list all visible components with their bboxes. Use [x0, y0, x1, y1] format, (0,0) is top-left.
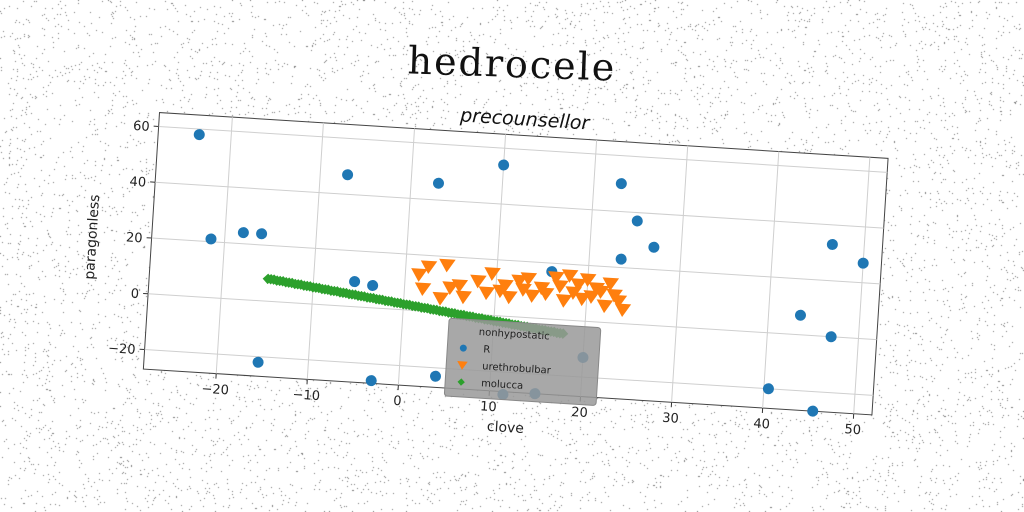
data-point	[520, 272, 538, 286]
x-axis-ticks: −20 −10 0 10 20 30 40 50	[201, 373, 861, 438]
x-tick-label: 30	[662, 411, 679, 427]
x-grid-line	[397, 128, 415, 386]
legend-label: urethrobulbar	[482, 361, 552, 376]
x-tick-label: −10	[292, 387, 320, 404]
data-point	[807, 405, 819, 417]
data-point	[367, 279, 379, 291]
y-tick-label: 0	[130, 287, 139, 302]
x-tick-label: 10	[480, 399, 497, 415]
x-tick-label: 50	[844, 422, 861, 438]
data-point	[429, 370, 441, 382]
data-point	[365, 375, 377, 387]
data-point	[439, 258, 456, 273]
data-point	[762, 383, 774, 395]
data-point	[826, 238, 838, 250]
legend-label: molucca	[481, 378, 524, 392]
x-tick-label: −20	[201, 382, 229, 399]
legend-label: R	[483, 344, 491, 355]
data-point	[349, 276, 361, 288]
y-grid-line	[148, 293, 877, 341]
data-point	[515, 283, 532, 297]
data-point	[610, 294, 628, 309]
y-tick-label: 20	[126, 230, 143, 246]
y-tick-label: 60	[133, 119, 150, 135]
data-point	[252, 356, 264, 368]
data-point	[825, 331, 837, 343]
data-point	[237, 227, 249, 239]
data-point	[478, 286, 496, 301]
legend-box	[443, 317, 602, 406]
data-point	[414, 282, 432, 297]
data-point	[497, 279, 514, 293]
data-point	[857, 257, 869, 269]
data-point	[614, 303, 632, 318]
data-point	[552, 279, 569, 294]
x-grid-line	[853, 157, 871, 414]
y-grid-line	[155, 181, 884, 229]
x-grid-line	[671, 145, 689, 403]
data-point	[648, 241, 660, 253]
x-tick-label: 0	[393, 394, 402, 409]
data-point	[592, 285, 610, 299]
data-point	[631, 215, 643, 227]
legend-title: nonhypostatic	[478, 327, 550, 342]
data-point	[420, 260, 438, 275]
data-point	[484, 267, 501, 281]
grid-lines	[144, 117, 888, 414]
data-point	[498, 159, 510, 171]
data-point	[455, 290, 472, 305]
legend-item: R	[459, 344, 491, 356]
data-point	[451, 279, 469, 293]
y-axis-ticks: −20 0 20 40 60	[108, 119, 159, 358]
data-point	[256, 228, 268, 240]
data-point	[342, 169, 354, 181]
y-tick-label: −20	[108, 341, 136, 358]
chart-title: precounsellor	[459, 104, 592, 134]
data-point	[548, 271, 565, 285]
data-point	[501, 290, 518, 305]
data-point	[602, 277, 620, 292]
data-point	[411, 268, 428, 282]
legend-item: urethrobulbar	[457, 361, 552, 377]
data-point	[432, 177, 444, 189]
legend-marker	[457, 361, 468, 370]
x-grid-line	[762, 151, 780, 409]
data-point	[794, 309, 806, 321]
data-point	[524, 289, 541, 303]
x-tick-label: 20	[571, 405, 588, 421]
y-grid-line	[158, 125, 888, 173]
y-grid-line	[151, 237, 881, 285]
y-axis-label: paragonless	[82, 194, 103, 280]
x-grid-line	[306, 122, 324, 380]
data-point	[432, 291, 450, 306]
data-point	[579, 273, 597, 287]
x-axis-label: clove	[486, 419, 524, 437]
data-point	[470, 274, 487, 289]
x-tick-label: 40	[753, 416, 770, 432]
series-urethrobulbar	[411, 258, 632, 318]
data-point	[561, 269, 579, 283]
y-tick-label: 40	[129, 175, 146, 191]
data-point	[596, 299, 614, 314]
plot-area: −20 −10 0 10 20 30 40 50 −20 0 20 40 60 precounsell…	[82, 104, 889, 438]
data-point	[555, 294, 573, 308]
data-point	[615, 253, 627, 265]
legend-marker	[459, 344, 467, 352]
data-point	[205, 233, 217, 245]
data-point	[537, 287, 555, 302]
legend-item: molucca	[457, 378, 524, 392]
data-point	[570, 278, 588, 292]
x-grid-line	[215, 117, 233, 374]
data-point	[615, 178, 627, 190]
data-point	[193, 129, 205, 141]
legend-marker	[457, 378, 465, 386]
